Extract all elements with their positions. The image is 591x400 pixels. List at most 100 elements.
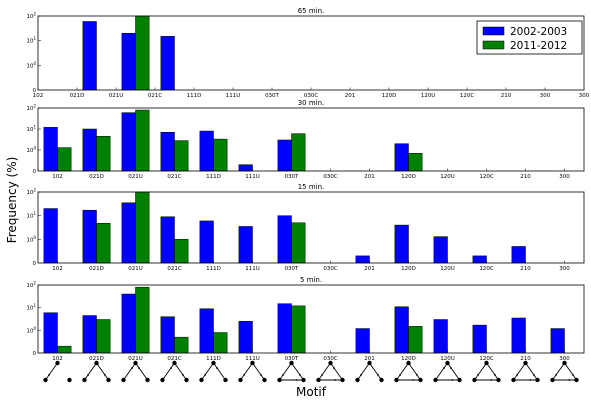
bar-2002-2003-021d [82,128,97,172]
motif-arrow [572,374,574,376]
legend-label-2011-2012: 2011-2012 [510,40,567,52]
x-tick-label-300: 300 [579,93,590,99]
motif-arrow [529,379,532,381]
x-tick-label-111u: 111U [226,93,241,99]
motif-node [67,377,72,383]
bar-2002-2003-111u [238,164,253,172]
legend-label-2002-2003: 2002-2003 [510,26,567,38]
motif-node [511,377,516,383]
motif-arrow [87,374,89,376]
motif-edge [396,362,409,381]
motif-arrow [260,374,262,376]
motif-edge [486,362,499,381]
motif-edge [474,362,487,381]
x-tick-label-120c: 120C [479,356,493,362]
bar-2011-2012-021u [135,286,150,354]
x-tick-label-300: 300 [559,266,570,272]
x-tick-label-111d: 111D [187,93,202,99]
x-tick-label-111d: 111D [206,174,221,180]
motif-node [328,360,333,366]
panel-frame [37,284,585,354]
bar-2002-2003-111u [238,226,253,264]
motif-node [418,377,423,383]
x-tick-label-201: 201 [364,174,375,180]
motif-node [535,377,540,383]
y-tick-label-10e0: 100 [26,146,36,155]
motif-node [367,360,372,366]
bar-2002-2003-300 [550,328,565,354]
motif-node [457,377,462,383]
bar-2011-2012-030t [291,222,306,264]
y-tick-label-zero: 0 [33,351,37,357]
x-tick-label-030c: 030C [323,266,337,272]
legend: 2002-2003 2011-2012 [476,20,583,55]
motif-arrow [104,374,106,376]
y-tick-label-10e2: 102 [26,104,36,113]
legend-swatch-2011-2012 [482,40,505,50]
y-tick-label-10e0: 100 [26,61,36,70]
motif-arrow [182,374,184,376]
motif-edge [318,362,331,381]
bar-2002-2003-102 [43,208,58,264]
x-tick-label-120u: 120U [440,356,455,362]
y-tick-label-zero: 0 [33,88,37,94]
bar-2002-2003-201 [355,255,370,264]
motif-node [250,360,255,366]
x-tick-label-021d: 021D [89,174,104,180]
x-tick-label-021u: 021U [128,356,143,362]
x-tick-label-021d: 021D [89,356,104,362]
x-tick-label-201: 201 [364,266,375,272]
motif-arrow [299,374,301,376]
bar-2011-2012-021c [174,239,189,264]
bar-2002-2003-111d [199,130,214,172]
legend-swatch-2002-2003 [482,26,505,36]
bar-2002-2003-111d [199,220,214,264]
motif-node [433,377,438,383]
x-tick-label-210: 210 [501,93,512,99]
motif-icon-030t [277,360,306,383]
motif-node [301,377,306,383]
x-tick-label-300: 300 [559,174,570,180]
x-tick-label-102: 102 [52,174,63,180]
motif-node [94,360,99,366]
motif-arrow [568,379,571,381]
motif-edge [96,362,109,381]
motif-edge [174,362,187,381]
motif-edge [162,362,175,381]
motif-icon-111d [199,360,228,383]
x-tick-label-120c: 120C [479,266,493,272]
motif-node [145,377,150,383]
motif-edge [123,362,136,381]
motif-node [484,360,489,366]
motif-edge [447,362,460,381]
motif-node [562,360,567,366]
y-tick-label-10e0: 100 [26,326,36,335]
motif-edge [330,362,343,381]
bar-2002-2003-120c [472,324,487,354]
bar-2002-2003-021c [160,216,175,264]
bar-2011-2012-030t [291,133,306,172]
bar-2002-2003-021d [82,21,97,91]
y-tick-label-10e2: 102 [26,12,36,21]
panel-title: 65 min. [298,7,325,15]
motif-node [262,377,267,383]
motif-node [172,360,177,366]
y-axis-label: Frequency (%) [5,157,19,244]
x-tick-label-201: 201 [345,93,356,99]
motif-edge [291,362,304,381]
motif-node [394,377,399,383]
x-tick-label-021u: 021U [128,174,143,180]
bar-2011-2012-021u [135,109,150,172]
motif-node [238,377,243,383]
motif-arrow [377,374,379,376]
bar-2011-2012-111d [213,332,228,354]
bar-2002-2003-120u [433,236,448,264]
motif-edge [525,362,538,381]
motif-arrow [321,374,323,376]
motif-icon-120u [433,360,462,383]
motif-node [316,377,321,383]
motif-arrow [334,379,337,381]
x-tick-label-120d: 120D [401,174,416,180]
bar-2002-2003-120d [394,306,409,354]
motif-edge [513,362,526,381]
